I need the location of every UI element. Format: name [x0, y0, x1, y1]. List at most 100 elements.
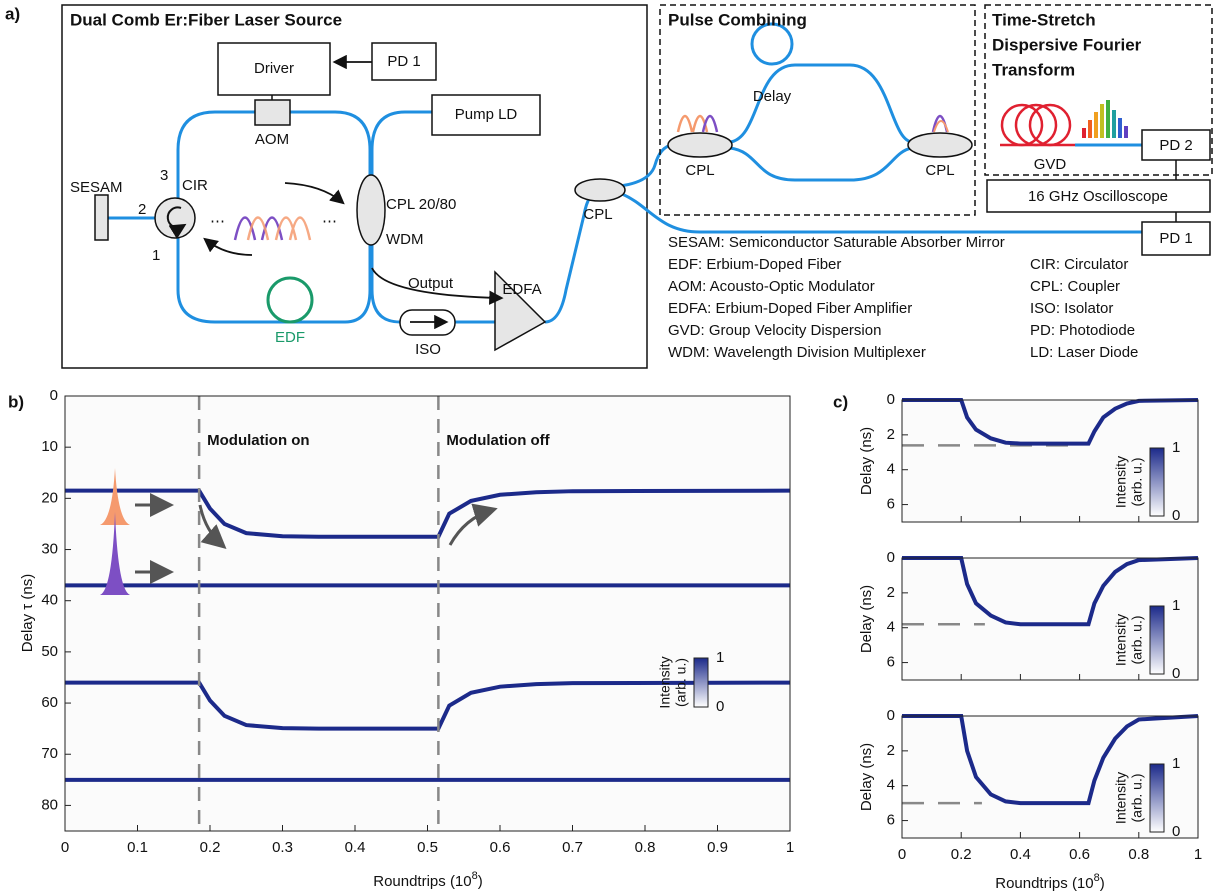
- y-tick-label: 0: [887, 391, 895, 408]
- x-tick-label: 0: [61, 839, 69, 856]
- y-tick-label: 70: [41, 745, 58, 762]
- colorbar-label: (arb. u.): [1129, 457, 1145, 506]
- spectrum-part: [1082, 128, 1086, 138]
- colorbar-tick-label: 1: [716, 649, 724, 666]
- x-tick-label: 0.2: [200, 839, 221, 856]
- component-label: CPL: [583, 206, 612, 223]
- y-axis-label: Delay (ns): [858, 585, 875, 653]
- legend-entry: EDFA: Erbium-Doped Fiber Amplifier: [668, 300, 912, 317]
- panel-b: b) Delay τ (ns) Roundtrips (108) 0102030…: [8, 387, 794, 890]
- y-tick-label: 20: [41, 489, 58, 506]
- x-axis-label: Roundtrips (108): [373, 870, 483, 890]
- frame: [901, 557, 1199, 681]
- pulse-icons-part: [100, 468, 130, 525]
- spectrum-part: [1112, 110, 1116, 138]
- panel-label: a): [5, 4, 20, 23]
- x-tick-label: 0.2: [951, 846, 972, 863]
- port-label: 1: [152, 247, 160, 264]
- trace: [902, 556, 1199, 627]
- fiber-part: [176, 110, 255, 198]
- x-tick-label: 1: [1194, 846, 1202, 863]
- colorbar-tick-label: 0: [1172, 665, 1180, 682]
- plot-area: [902, 400, 1198, 522]
- x-axis-label-part: ): [478, 873, 483, 890]
- x-axis-label: Roundtrips (108): [995, 872, 1105, 892]
- x-tick-label: 0.7: [562, 839, 583, 856]
- component-label: AOM: [255, 131, 289, 148]
- component-label: Driver: [254, 60, 294, 77]
- colorbar-label: Intensity: [657, 656, 673, 708]
- y-tick-label: 10: [41, 438, 58, 455]
- port-label: 3: [160, 167, 168, 184]
- box-title: Transform: [992, 60, 1075, 79]
- x-tick-label: 0.8: [635, 839, 656, 856]
- component-label: Pump LD: [455, 106, 518, 123]
- pulse-icons: [100, 468, 498, 595]
- legend-entry: SESAM: Semiconductor Saturable Absorber …: [668, 234, 1005, 251]
- pulse-icons-part: [448, 503, 498, 546]
- x-tick-label: 0.3: [272, 839, 293, 856]
- legend: SESAM: Semiconductor Saturable Absorber …: [668, 234, 1138, 361]
- component-label: WDM: [386, 231, 424, 248]
- frame: [901, 399, 1199, 523]
- x-axis-label-part: ): [1100, 875, 1105, 892]
- components-part: [431, 94, 541, 136]
- pd-box: [1141, 129, 1211, 161]
- y-tick-label: 6: [887, 654, 895, 671]
- colorbar-label: Intensity: [1113, 456, 1129, 508]
- colorbar-label: (arb. u.): [1129, 615, 1145, 664]
- y-tick-label: 6: [887, 812, 895, 829]
- x-tick-label: 0.8: [1128, 846, 1149, 863]
- x-tick-label: 0.1: [127, 839, 148, 856]
- x-tick-label: 0.6: [1069, 846, 1090, 863]
- y-tick-label: 4: [887, 619, 895, 636]
- fiber-part: [729, 146, 913, 182]
- spectrum-part: [1118, 118, 1122, 138]
- components-part: [676, 114, 709, 133]
- box-title: Dual Comb Er:Fiber Laser Source: [70, 10, 342, 29]
- spectrum-part: [1106, 100, 1110, 138]
- fiber-part: [729, 63, 913, 144]
- components-part: [154, 197, 196, 239]
- y-tick-label: 80: [41, 796, 58, 813]
- y-tick-label: 2: [887, 742, 895, 759]
- legend-entry: ISO: Isolator: [1030, 300, 1113, 317]
- panel-label: b): [8, 392, 24, 411]
- components-part: [217, 42, 331, 96]
- x-tick-label: 0.6: [490, 839, 511, 856]
- components-part: [166, 206, 187, 240]
- spectrum-part: [1094, 112, 1098, 138]
- trace: [65, 680, 791, 731]
- frame: [64, 395, 791, 832]
- component-label: PD 1: [1159, 230, 1192, 247]
- legend-entry: PD: Photodiode: [1030, 322, 1135, 339]
- y-tick-label: 6: [887, 496, 895, 513]
- y-tick-label: 50: [41, 643, 58, 660]
- combining-box: [659, 4, 976, 216]
- fiber-part: [621, 192, 1142, 234]
- colorbar: [1149, 447, 1165, 517]
- fiber: [108, 22, 1142, 324]
- component-label: EDF: [275, 329, 305, 346]
- components-part: [907, 132, 973, 158]
- legend-entry: EDF: Erbium-Doped Fiber: [668, 256, 841, 273]
- plot-area: [65, 396, 790, 831]
- fiber-part: [290, 110, 372, 175]
- components-part: [284, 182, 345, 205]
- component-label: EDFA: [502, 281, 541, 298]
- panel-a: a) Dual Comb Er:Fiber Laser Source: [5, 4, 1213, 369]
- fiber-part: [370, 245, 401, 324]
- fiber-part: [176, 238, 372, 324]
- y-tick-label: 30: [41, 540, 58, 557]
- component-label: CIR: [182, 177, 208, 194]
- y-tick-label: 0: [50, 387, 58, 404]
- components-part: [246, 216, 312, 241]
- colorbar-label: Intensity: [1113, 772, 1129, 824]
- x-tick-label: 0.5: [417, 839, 438, 856]
- colorbar: [1149, 763, 1165, 833]
- colorbar-label: (arb. u.): [673, 658, 689, 707]
- y-tick-label: 2: [887, 584, 895, 601]
- fiber-part: [750, 22, 794, 66]
- components: ⋯ ⋯: [94, 42, 973, 352]
